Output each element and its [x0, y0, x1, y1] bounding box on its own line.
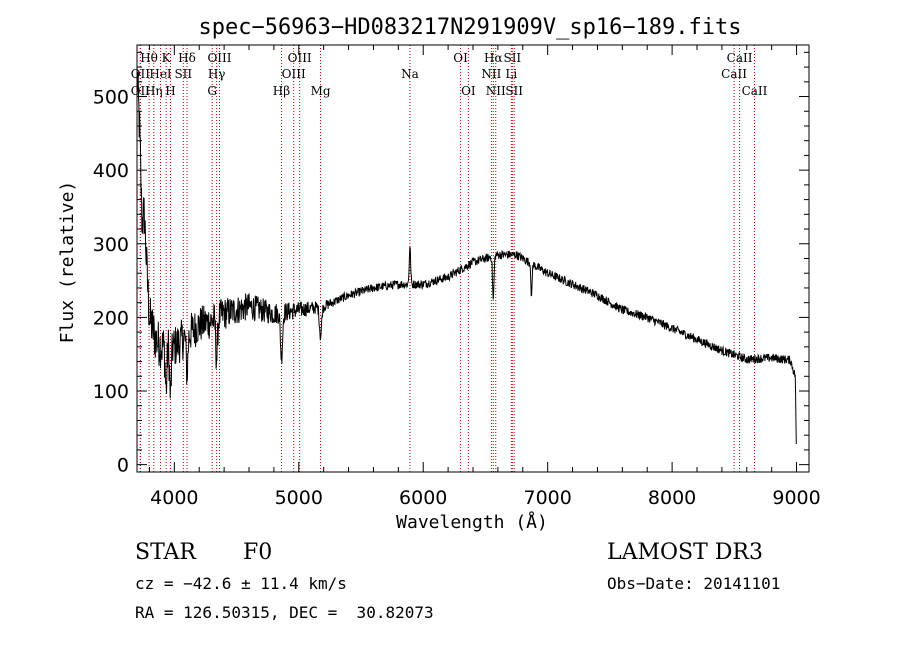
y-axis-label: Flux (relative)	[57, 181, 78, 344]
y-tick-label: 0	[117, 455, 129, 477]
x-tick-label: 9000	[772, 487, 820, 509]
spectral-line-label: CaII	[721, 67, 747, 81]
spectral-line-label: Na	[401, 67, 419, 81]
object-subclass: F0	[243, 540, 273, 565]
spectral-line-label: G	[207, 84, 217, 98]
y-tick-label: 200	[93, 307, 129, 329]
x-axis-label: Wavelength (Å)	[396, 511, 548, 533]
spectral-line-label: SII	[503, 51, 521, 65]
survey-name: LAMOST DR3	[607, 540, 763, 565]
spectral-line-label: OII	[131, 67, 151, 81]
spectral-line-label: CaII	[742, 84, 768, 98]
spectral-line-label: SII	[174, 67, 192, 81]
spectral-line-label: OIII	[282, 67, 306, 81]
spectral-line-label: Hθ	[140, 51, 158, 65]
chart-title: spec−56963−HD083217N291909V_sp16−189.fit…	[198, 15, 741, 40]
observation-date: Obs−Date: 20141101	[607, 574, 781, 593]
spectral-line-label: Hα	[484, 51, 503, 65]
axis-ticks: 4000 5000 6000 7000 8000 9000 0 100 200 300 400 500	[93, 45, 821, 509]
spectral-line-markers	[139, 45, 755, 472]
spectral-line-label: HeI	[149, 67, 172, 81]
spectral-line-label: Li	[505, 67, 517, 81]
spectral-line-label: OI	[461, 84, 476, 98]
spectral-line-label: OIII	[207, 51, 231, 65]
x-tick-label: 4000	[150, 487, 198, 509]
spectral-line-label: SII	[505, 84, 523, 98]
spectral-line-label: Hδ	[178, 51, 196, 65]
x-tick-label: 6000	[399, 487, 447, 509]
coordinates: RA = 126.50315, DEC = 30.82073	[135, 603, 434, 622]
spectral-line-label: Hη	[145, 84, 163, 98]
redshift-cz: cz = −42.6 ± 11.4 km/s	[135, 574, 347, 593]
x-tick-label: 7000	[523, 487, 571, 509]
spectrum-series-line	[136, 66, 797, 445]
spectral-line-label: Hγ	[208, 67, 226, 81]
x-tick-label: 8000	[648, 487, 696, 509]
spectral-line-label: K	[162, 51, 172, 65]
x-tick-label: 5000	[275, 487, 323, 509]
spectral-line-label: OII	[131, 84, 151, 98]
spectral-line-label: CaII	[727, 51, 753, 65]
spectral-line-label: OIII	[288, 51, 312, 65]
spectral-line-label: NII	[481, 67, 501, 81]
spectral-line-label: Hβ	[273, 84, 290, 98]
spectral-line-label: H	[165, 84, 175, 98]
y-tick-label: 300	[93, 234, 129, 256]
spectral-line-label: OI	[453, 51, 468, 65]
y-tick-label: 500	[93, 87, 129, 109]
spectral-line-label: NII	[486, 84, 506, 98]
y-tick-label: 100	[93, 381, 129, 403]
spectral-line-label: Mg	[311, 84, 331, 98]
object-class: STAR	[135, 540, 196, 565]
y-tick-label: 400	[93, 160, 129, 182]
